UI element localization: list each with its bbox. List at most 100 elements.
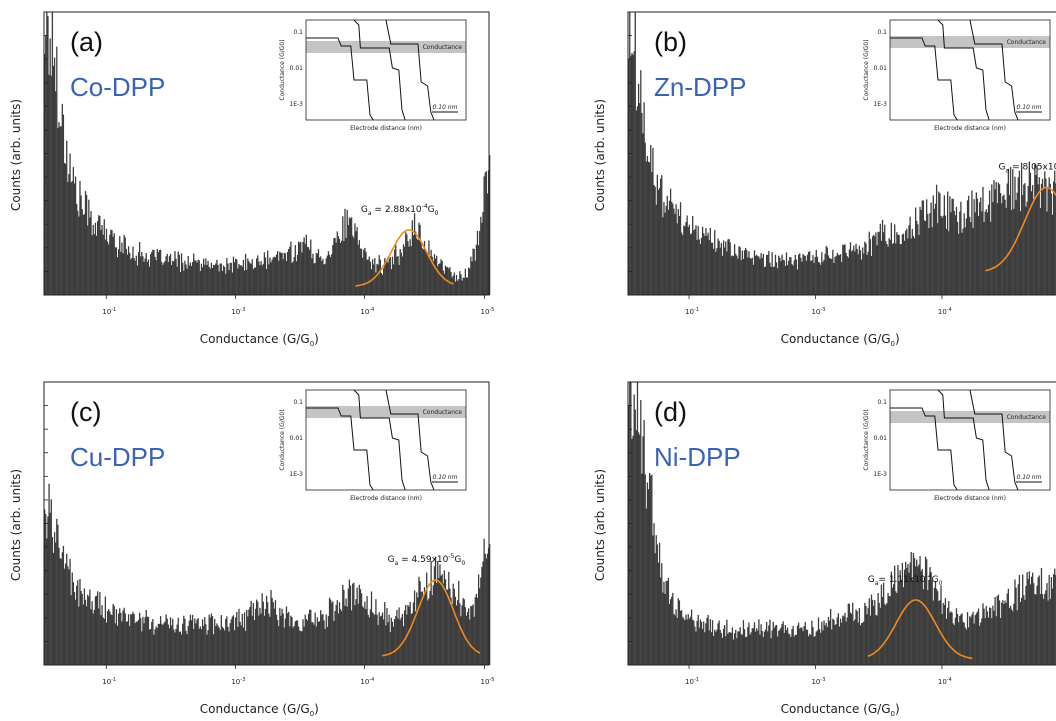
histogram-bar <box>750 632 752 665</box>
x-tick-label: 10-1 <box>685 677 699 686</box>
histogram-bar <box>475 244 478 295</box>
histogram-bar <box>397 255 399 295</box>
histogram-bar <box>806 629 809 665</box>
histogram-bar <box>974 615 976 665</box>
histogram-bar <box>848 249 851 295</box>
histogram-bar <box>943 195 945 295</box>
histogram-bar <box>136 621 139 665</box>
histogram-bar <box>350 217 353 295</box>
histogram-bar <box>948 601 950 665</box>
histogram-bar <box>99 592 101 665</box>
histogram-bar <box>689 616 692 665</box>
histogram-bar <box>845 252 847 295</box>
histogram-bar <box>346 606 348 665</box>
histogram-bar <box>736 638 738 665</box>
histogram-bar <box>818 629 821 665</box>
histogram-bar <box>706 235 708 295</box>
histogram-bar <box>705 228 707 295</box>
histogram-bar <box>648 472 651 665</box>
histogram-bar <box>703 233 705 295</box>
histogram-bar <box>687 227 689 295</box>
histogram-bar <box>643 419 645 665</box>
histogram-bar <box>136 265 139 295</box>
histogram-bar <box>963 622 965 665</box>
histogram-bar <box>248 261 250 295</box>
panel-label: (a) <box>70 27 103 57</box>
histogram-bar <box>909 216 911 295</box>
histogram-bar <box>1046 583 1048 665</box>
histogram-bar <box>271 259 273 295</box>
histogram-bar <box>154 256 156 295</box>
histogram-bar <box>748 251 750 295</box>
histogram-bar <box>427 600 429 665</box>
histogram-bar <box>1005 207 1007 295</box>
histogram-bar <box>836 617 838 665</box>
histogram-bar <box>1047 600 1049 665</box>
histogram-bar <box>832 249 834 295</box>
histogram-bar <box>1043 188 1045 295</box>
histogram-bar <box>316 253 319 295</box>
histogram-bar <box>642 436 644 665</box>
histogram-bar <box>433 254 436 295</box>
histogram-bar <box>785 630 788 665</box>
histogram-bar <box>256 258 258 295</box>
histogram-bar <box>142 256 144 295</box>
histogram-bar <box>360 248 363 295</box>
histogram-bar <box>701 226 704 295</box>
histogram-bar <box>172 618 174 665</box>
histogram-bar <box>699 619 702 665</box>
histogram-bar <box>210 262 213 295</box>
histogram-bar <box>329 599 332 665</box>
histogram-bar <box>849 612 852 665</box>
histogram-bar <box>683 618 685 665</box>
histogram-bar <box>79 578 81 665</box>
histogram-bar <box>167 624 169 665</box>
histogram-bar <box>923 220 926 295</box>
histogram-bar <box>371 612 374 665</box>
histogram-bar <box>1003 604 1005 665</box>
histogram-bar <box>246 269 248 295</box>
histogram-bar <box>203 258 205 295</box>
histogram-bar <box>837 613 840 665</box>
histogram-bar <box>823 259 825 295</box>
histogram-bar <box>810 635 812 665</box>
histogram-bar <box>481 222 483 295</box>
histogram-bar <box>460 616 462 665</box>
histogram-bar <box>310 609 312 665</box>
histogram-bar <box>470 256 472 295</box>
histogram-bar <box>795 259 798 295</box>
histogram-bar <box>725 241 727 295</box>
histogram-bar <box>806 254 809 295</box>
histogram-bar <box>690 609 693 665</box>
histogram-bar <box>727 633 729 665</box>
histogram-bar <box>375 599 377 665</box>
histogram-bar <box>159 249 162 295</box>
histogram-bar <box>821 252 823 295</box>
histogram-bar <box>405 232 407 295</box>
histogram-bar <box>73 592 76 665</box>
histogram-bar <box>680 610 683 665</box>
histogram-bar <box>247 258 249 295</box>
histogram-bar <box>674 615 676 665</box>
histogram-bar <box>1041 178 1044 295</box>
histogram-bar <box>396 256 398 295</box>
histogram-bar <box>294 245 296 295</box>
histogram-bar <box>338 238 341 295</box>
histogram-bar <box>352 583 354 665</box>
histogram-bar <box>745 247 747 295</box>
histogram-bar <box>911 228 913 295</box>
histogram-bar <box>733 633 736 665</box>
histogram-bar <box>337 236 340 295</box>
histogram-bar <box>972 227 974 295</box>
histogram-bar <box>115 609 118 665</box>
histogram-bar <box>864 241 866 295</box>
histogram-bar <box>655 204 657 295</box>
histogram-bar <box>416 238 418 295</box>
histogram-bar <box>733 244 736 295</box>
histogram-bar <box>432 261 434 295</box>
histogram-bar <box>689 234 692 295</box>
x-tick-label: 10-4 <box>938 307 952 316</box>
histogram-bar <box>903 569 906 665</box>
histogram-bar <box>135 621 137 665</box>
histogram-bar <box>182 623 184 665</box>
